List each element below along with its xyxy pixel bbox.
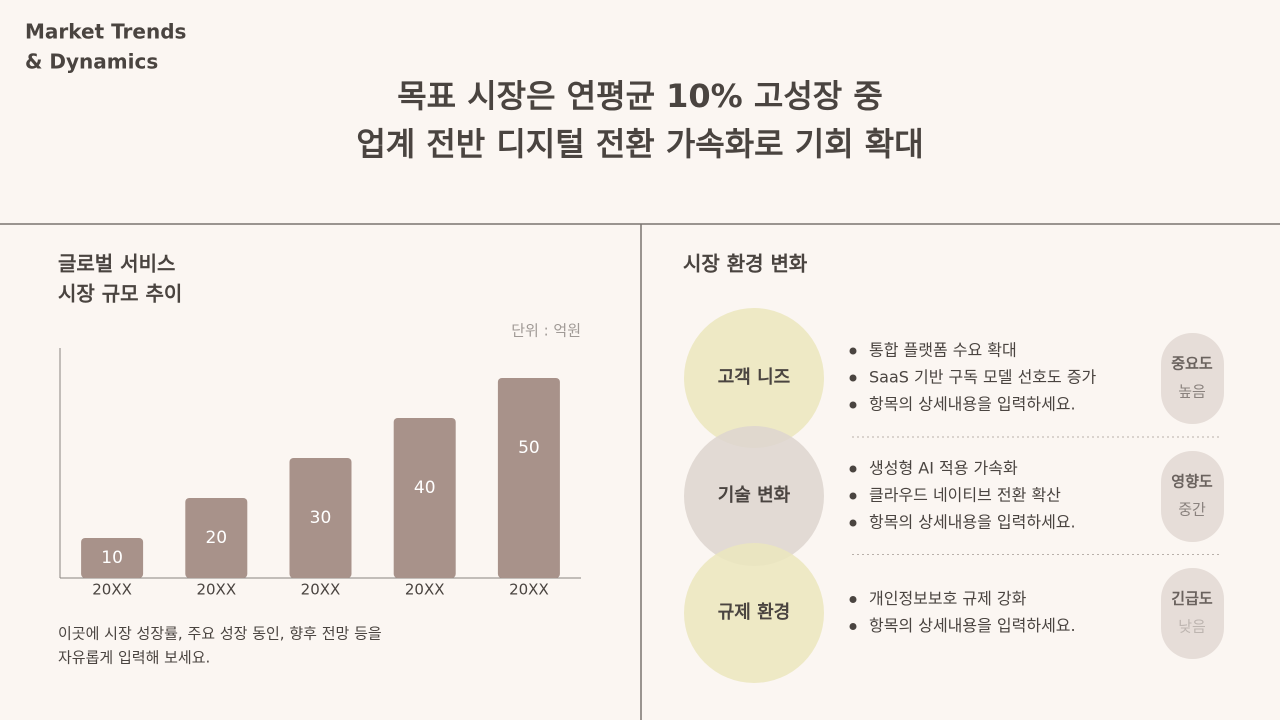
- bullet-dot: [849, 492, 857, 500]
- badge: [1161, 333, 1224, 424]
- brand: Market Trends: [25, 20, 186, 44]
- x-tick-label: 20XX: [509, 581, 549, 599]
- bar: [185, 498, 248, 578]
- data-label: 20: [205, 528, 227, 548]
- bullet-dot: [849, 465, 857, 473]
- bullet-dot: [849, 623, 857, 630]
- x-tick-label: 20XX: [405, 581, 445, 599]
- topic-circle: [684, 543, 824, 683]
- topic-label: 고객 니즈: [718, 367, 791, 388]
- badge-level: 중간: [1178, 501, 1206, 519]
- data-label: 30: [310, 508, 332, 528]
- bullet-dot: [849, 347, 857, 355]
- bar: [393, 418, 456, 578]
- chart-title: 시장 규모 추이: [58, 282, 182, 306]
- x-tick-label: 20XX: [301, 581, 341, 599]
- bullet-text: SaaS 기반 구독 모델 선호도 증가: [869, 368, 1097, 387]
- bullet-dot: [849, 374, 857, 382]
- bullet-text: 클라우드 네이티브 전환 확산: [869, 486, 1061, 505]
- headline: 목표 시장은 연평균 10% 고성장 중: [397, 77, 883, 115]
- bullet-text: 개인정보보호 규제 강화: [869, 589, 1027, 608]
- chart-title: 글로벌 서비스: [58, 252, 175, 276]
- x-tick-label: 20XX: [92, 581, 132, 599]
- bullet-dot: [849, 519, 857, 527]
- data-label: 10: [101, 548, 123, 568]
- topic-circle: [684, 426, 824, 566]
- badge-label: 긴급도: [1171, 590, 1213, 608]
- caption: 이곳에 시장 성장률, 주요 성장 동인, 향후 전망 등을: [58, 625, 382, 643]
- data-label: 40: [414, 478, 436, 498]
- bar: [81, 538, 144, 578]
- bar: [497, 378, 560, 578]
- topic-label: 기술 변화: [718, 485, 791, 506]
- bar: [289, 458, 352, 578]
- topic-circle: [684, 308, 824, 448]
- bullet-text: 항목의 상세내용을 입력하세요.: [869, 616, 1076, 635]
- bullet-text: 통합 플랫폼 수요 확대: [869, 341, 1017, 360]
- bullet-dot: [849, 401, 857, 409]
- headline: 업계 전반 디지털 전환 가속화로 기회 확대: [356, 125, 923, 163]
- badge: [1161, 451, 1224, 542]
- badge-level: 높음: [1178, 383, 1206, 401]
- badge-level: 낮음: [1178, 618, 1206, 636]
- topic-label: 규제 환경: [718, 601, 791, 623]
- bullet-dot: [849, 596, 857, 603]
- badge-label: 영향도: [1171, 473, 1213, 491]
- bullet-text: 생성형 AI 적용 가속화: [869, 459, 1018, 478]
- bullet-text: 항목의 상세내용을 입력하세요.: [869, 395, 1076, 414]
- unit-note: 단위 : 억원: [511, 322, 581, 340]
- badge: [1161, 568, 1224, 659]
- x-tick-label: 20XX: [196, 581, 236, 599]
- bullet-text: 항목의 상세내용을 입력하세요.: [869, 513, 1076, 532]
- caption: 자유롭게 입력해 보세요.: [58, 649, 210, 667]
- brand: & Dynamics: [25, 50, 158, 74]
- section-title: 시장 환경 변화: [683, 252, 808, 276]
- badge-label: 중요도: [1171, 355, 1213, 373]
- data-label: 50: [518, 438, 540, 458]
